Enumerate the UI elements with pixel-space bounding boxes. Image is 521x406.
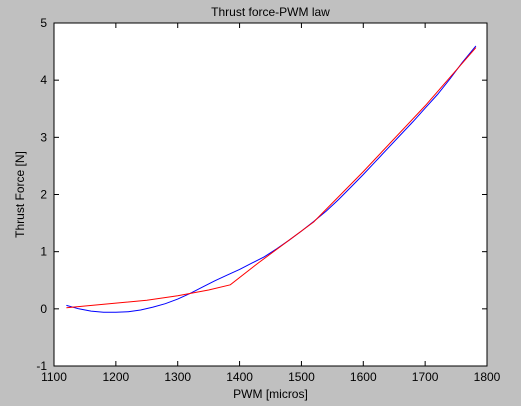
series-layer [66,45,477,313]
y-tick-label: 5 [40,16,47,30]
y-tick-label: 4 [40,73,47,87]
y-tick-label: 0 [40,302,47,316]
y-tick-label: -1 [36,359,47,373]
x-axis-label: PWM [micros] [233,387,308,401]
y-axis: -1 0 1 2 3 4 5 [36,16,487,373]
y-tick-label: 2 [40,188,47,202]
x-tick-label: 1500 [288,370,315,384]
x-tick-label: 1200 [103,370,130,384]
y-axis-label: Thrust Force [N] [13,151,27,238]
x-tick-label: 1600 [350,370,377,384]
series-line-2 [66,47,477,309]
chart-title: Thrust force-PWM law [211,5,330,19]
y-tick-label: 1 [40,245,47,259]
x-tick-label: 1700 [412,370,439,384]
plot-area [53,22,488,367]
y-tick-label: 3 [40,130,47,144]
x-axis: 1100 1200 1300 1400 1500 1600 1700 1800 [41,23,501,384]
x-tick-label: 1100 [41,370,67,384]
x-tick-label: 1800 [474,370,501,384]
series-line-1 [66,45,477,313]
x-tick-label: 1300 [164,370,191,384]
x-tick-label: 1400 [226,370,253,384]
